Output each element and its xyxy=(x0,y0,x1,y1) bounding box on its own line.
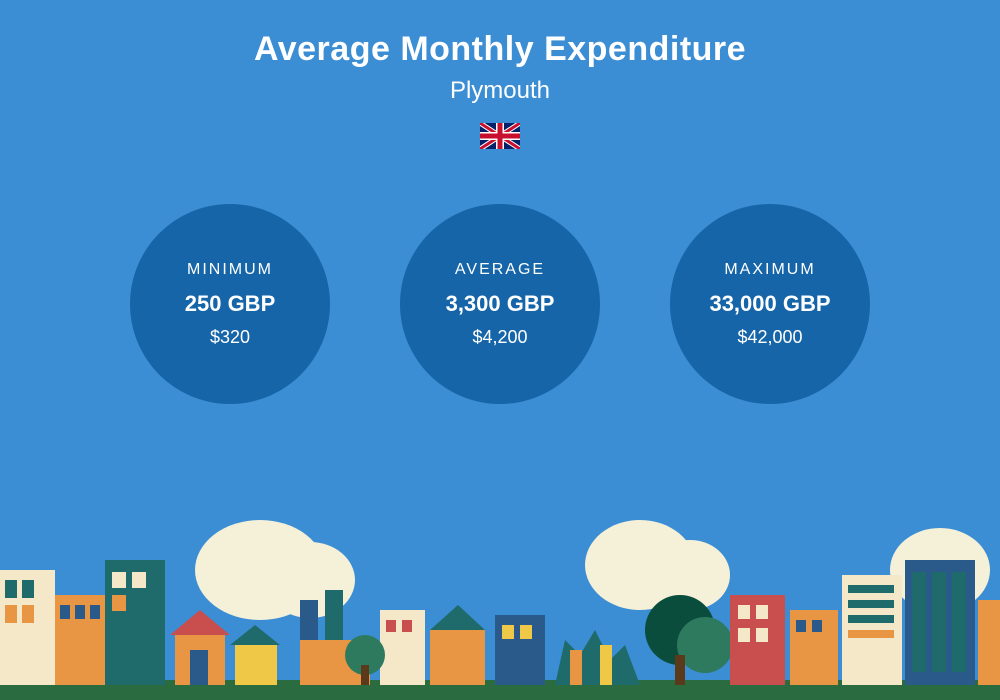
stat-label: AVERAGE xyxy=(455,261,545,279)
uk-flag-icon xyxy=(480,123,520,154)
stat-secondary: $4,200 xyxy=(472,327,527,348)
page-title: Average Monthly Expenditure xyxy=(0,30,1000,69)
stat-primary: 250 GBP xyxy=(185,291,276,317)
stat-minimum: MINIMUM 250 GBP $320 xyxy=(130,204,330,404)
stat-secondary: $42,000 xyxy=(737,327,802,348)
cityscape-illustration xyxy=(0,500,1000,700)
stat-label: MINIMUM xyxy=(187,261,273,279)
stat-label: MAXIMUM xyxy=(724,261,815,279)
stat-secondary: $320 xyxy=(210,327,250,348)
stat-primary: 33,000 GBP xyxy=(709,291,830,317)
stat-primary: 3,300 GBP xyxy=(446,291,555,317)
stat-maximum: MAXIMUM 33,000 GBP $42,000 xyxy=(670,204,870,404)
page-subtitle: Plymouth xyxy=(0,77,1000,105)
header: Average Monthly Expenditure Plymouth xyxy=(0,0,1000,154)
stats-row: MINIMUM 250 GBP $320 AVERAGE 3,300 GBP $… xyxy=(0,204,1000,404)
stat-average: AVERAGE 3,300 GBP $4,200 xyxy=(400,204,600,404)
